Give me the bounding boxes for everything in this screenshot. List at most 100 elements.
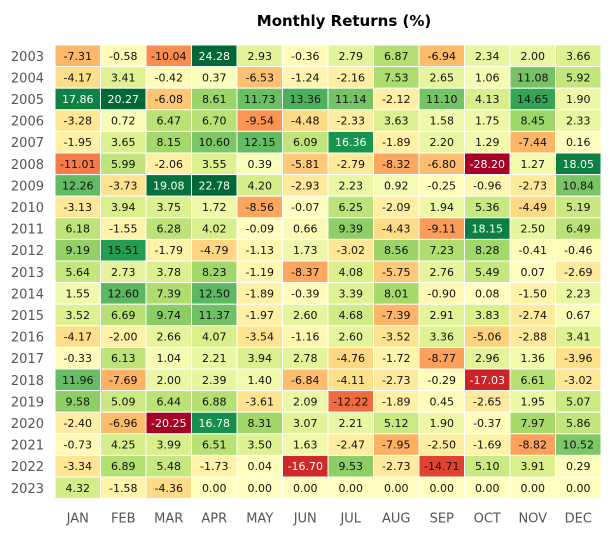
- cell-value-label: 7.23: [430, 244, 455, 257]
- cell-value-label: 6.25: [339, 201, 364, 214]
- cell-value-label: -0.33: [64, 352, 92, 365]
- cell-value-label: 0.00: [521, 482, 546, 495]
- cell-value-label: 3.63: [384, 115, 409, 128]
- cell-value-label: 2.34: [475, 50, 500, 63]
- month-tick-label: OCT: [474, 512, 501, 527]
- cell-value-label: -1.97: [246, 309, 274, 322]
- cell-value-label: -3.61: [246, 395, 274, 408]
- cell-value-label: -3.52: [382, 331, 410, 344]
- cell-value-label: 4.20: [248, 179, 273, 192]
- cell-value-label: -2.73: [382, 460, 410, 473]
- cell-value-label: 19.08: [153, 179, 185, 192]
- cell-value-label: -2.47: [337, 439, 365, 452]
- cell-value-label: 8.23: [202, 266, 227, 279]
- cell-value-label: -2.69: [564, 266, 592, 279]
- cell-value-label: 11.37: [199, 309, 231, 322]
- cell-value-label: -0.25: [428, 179, 456, 192]
- cell-value-label: 5.92: [566, 71, 591, 84]
- cell-value-label: 1.29: [475, 136, 500, 149]
- cell-value-label: 12.60: [108, 287, 140, 300]
- cell-value-label: -4.36: [155, 482, 183, 495]
- cell-value-label: -1.19: [246, 266, 274, 279]
- cell-value-label: -1.58: [109, 482, 137, 495]
- cell-value-label: -9.54: [246, 115, 274, 128]
- year-tick-label: 2013: [11, 266, 44, 281]
- year-tick-label: 2004: [11, 71, 44, 86]
- cell-value-label: 4.08: [339, 266, 364, 279]
- cell-value-label: 11.14: [335, 93, 367, 106]
- cell-value-label: 1.72: [202, 201, 227, 214]
- cell-value-label: 0.37: [202, 71, 227, 84]
- month-tick-label: SEP: [430, 512, 454, 527]
- cell-value-label: 1.90: [430, 417, 455, 430]
- year-axis-labels: 2003 2004 2005 2006 2007 2008 2009 2010 2011 2012…: [11, 50, 44, 497]
- cell-value-label: -0.07: [291, 201, 319, 214]
- cell-value-label: 5.99: [111, 158, 136, 171]
- cell-value-label: 0.66: [293, 223, 318, 236]
- cell-value-label: 18.15: [472, 223, 504, 236]
- cell-value-label: 4.02: [202, 223, 227, 236]
- cell-value-label: 2.23: [339, 179, 364, 192]
- cell-value-label: -12.22: [333, 395, 368, 408]
- cell-value-label: 0.00: [248, 482, 273, 495]
- cell-value-label: 0.00: [475, 482, 500, 495]
- cell-value-label: 2.09: [293, 395, 318, 408]
- cell-value-label: 0.00: [339, 482, 364, 495]
- cell-value-label: -0.90: [428, 287, 456, 300]
- cell-value-label: 1.94: [430, 201, 455, 214]
- cell-value-label: 14.65: [517, 93, 549, 106]
- cell-value-label: 0.16: [566, 136, 591, 149]
- cell-value-label: 6.28: [157, 223, 182, 236]
- cell-value-label: -7.44: [519, 136, 547, 149]
- cell-value-label: 2.76: [430, 266, 455, 279]
- cell-value-label: -6.80: [428, 158, 456, 171]
- cell-value-label: -20.25: [151, 417, 186, 430]
- cell-value-label: 0.08: [475, 287, 500, 300]
- cell-value-label: 8.56: [384, 244, 409, 257]
- cell-value-label: 1.75: [475, 115, 500, 128]
- cell-value-label: 0.92: [384, 179, 409, 192]
- cell-value-label: -1.50: [519, 287, 547, 300]
- year-tick-label: 2009: [11, 179, 44, 194]
- cell-value-label: 9.53: [339, 460, 364, 473]
- cell-value-label: 0.45: [430, 395, 455, 408]
- cell-value-label: 1.06: [475, 71, 500, 84]
- cell-value-label: -3.73: [109, 179, 137, 192]
- cell-value-label: 2.66: [157, 331, 182, 344]
- cell-value-label: -1.79: [155, 244, 183, 257]
- cell-value-label: -1.89: [382, 395, 410, 408]
- cell-value-label: -0.42: [155, 71, 183, 84]
- cell-value-label: 2.21: [339, 417, 364, 430]
- cell-value-label: 11.96: [62, 374, 94, 387]
- cell-value-label: -0.36: [291, 50, 319, 63]
- cell-value-label: -7.39: [382, 309, 410, 322]
- cell-value-label: 3.94: [111, 201, 136, 214]
- cell-value-label: -4.11: [337, 374, 365, 387]
- cell-value-label: -5.81: [291, 158, 319, 171]
- cell-value-label: 2.60: [339, 331, 364, 344]
- cell-value-label: -8.56: [246, 201, 274, 214]
- cell-value-label: 10.84: [563, 179, 595, 192]
- cell-value-label: 6.09: [293, 136, 318, 149]
- cell-value-label: 6.49: [566, 223, 591, 236]
- cell-value-label: -2.00: [109, 331, 137, 344]
- month-tick-label: JAN: [66, 512, 89, 527]
- month-tick-label: MAR: [154, 512, 183, 527]
- cell-value-label: 1.95: [521, 395, 546, 408]
- cell-value-label: -2.06: [155, 158, 183, 171]
- cell-value-label: 9.74: [157, 309, 182, 322]
- cell-value-label: -2.73: [519, 179, 547, 192]
- cell-value-label: 1.36: [521, 352, 546, 365]
- cell-value-label: -2.16: [337, 71, 365, 84]
- heatmap-cell: [555, 476, 602, 500]
- cell-value-label: 6.69: [111, 309, 136, 322]
- cell-value-label: 2.00: [157, 374, 182, 387]
- month-tick-label: JUL: [339, 512, 361, 527]
- cell-value-label: 24.28: [199, 50, 231, 63]
- year-tick-label: 2007: [11, 136, 44, 151]
- cell-value-label: -3.13: [64, 201, 92, 214]
- cell-value-label: -11.01: [60, 158, 95, 171]
- cell-value-label: 3.75: [157, 201, 182, 214]
- year-tick-label: 2010: [11, 201, 44, 216]
